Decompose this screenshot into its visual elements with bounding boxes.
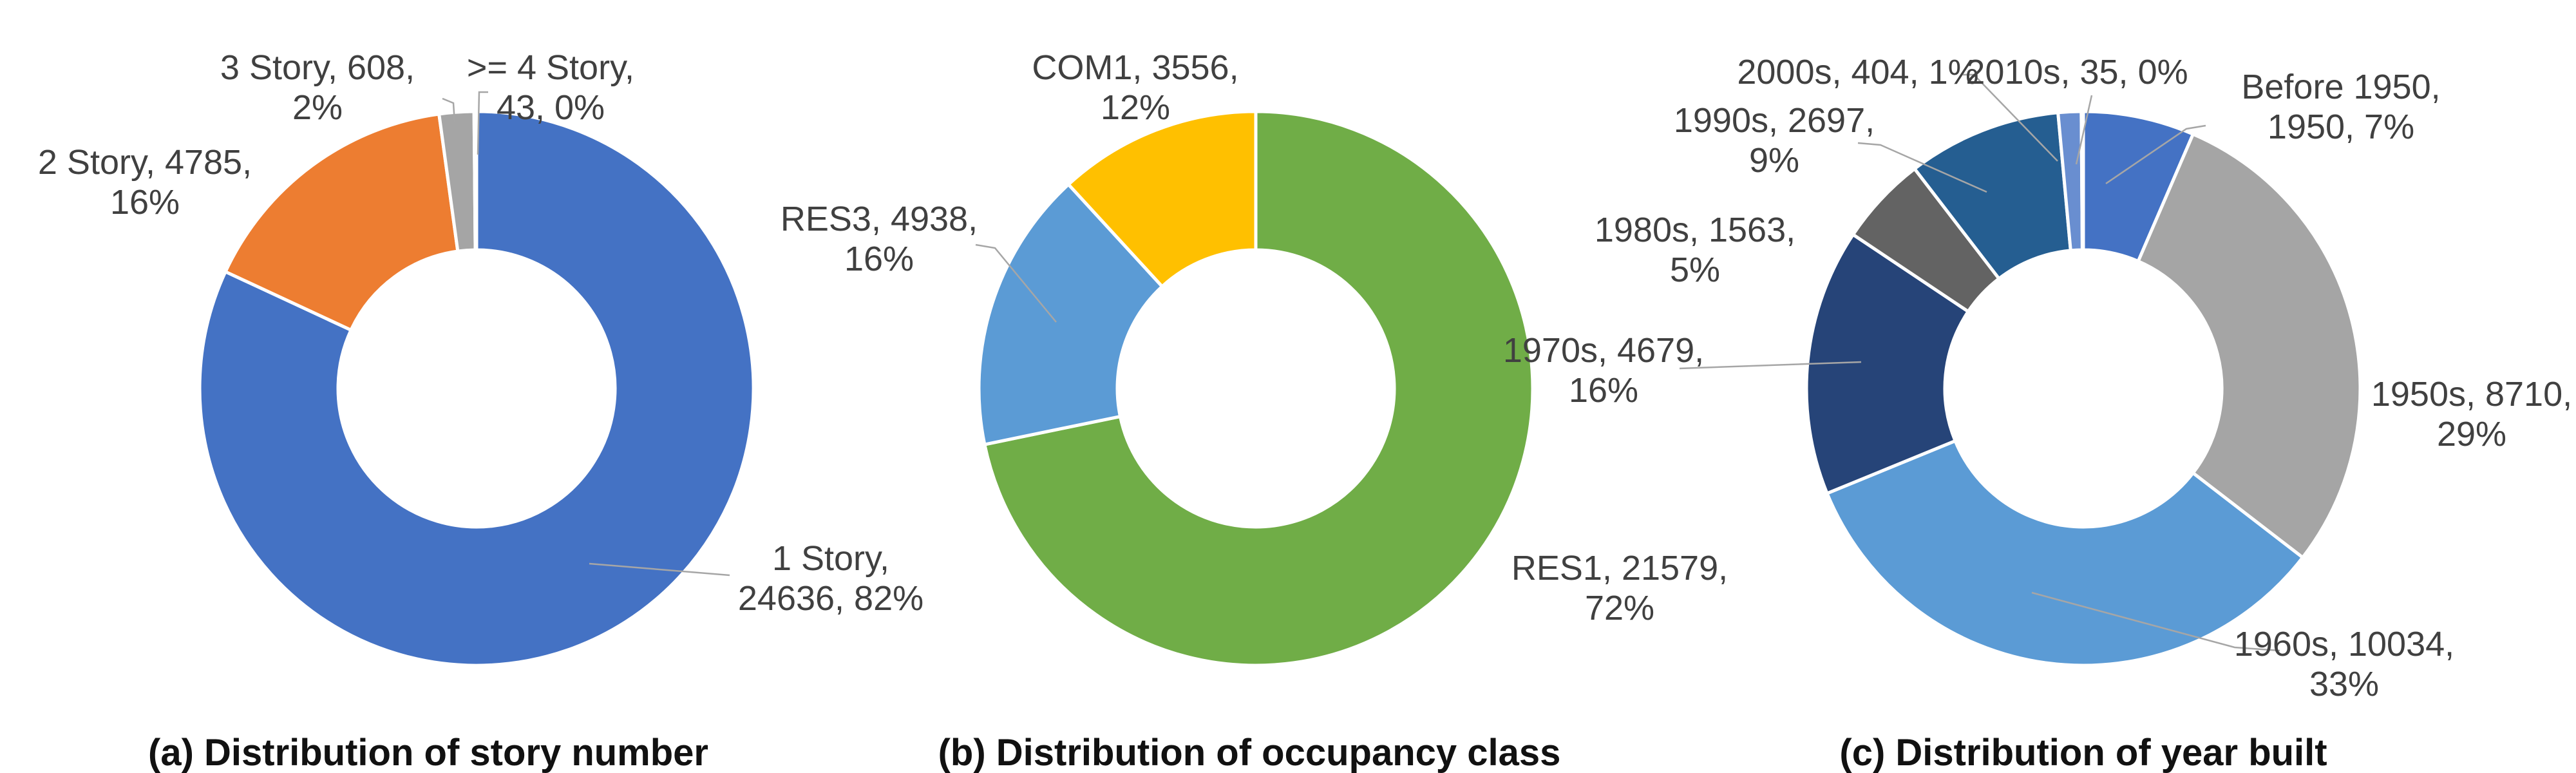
leader-line-1960s xyxy=(2031,591,2280,652)
leader-line-2000s xyxy=(1963,73,2058,162)
data-label-1970s: 1970s, 4679, 16% xyxy=(1503,331,1704,410)
leader-line-3-story xyxy=(442,97,456,123)
data-label-1950s: 1950s, 8710, 29% xyxy=(2371,375,2572,453)
data-label-com1: COM1, 3556, 12% xyxy=(1032,48,1238,127)
slice-1970s xyxy=(1804,233,1970,495)
data-label-2010s: 2010s, 35, 0% xyxy=(1965,53,2188,91)
leader-line-1-story xyxy=(589,562,730,577)
leader-line-2010s xyxy=(2075,95,2093,165)
data-label-res3: RES3, 4938, 16% xyxy=(781,200,978,278)
data-label-res1: RES1, 21579, 72% xyxy=(1511,549,1728,627)
leader-line-res3 xyxy=(975,243,1057,323)
data-label-before-1950: Before 1950, 1950, 7% xyxy=(2241,68,2440,146)
data-label-3-story: 3 Story, 608, 2% xyxy=(220,48,415,127)
data-label-gte-4-story: >= 4 Story, 43, 0% xyxy=(467,48,634,127)
data-label-1-story: 1 Story, 24636, 82% xyxy=(738,539,923,618)
data-label-2000s: 2000s, 404, 1% xyxy=(1737,53,1978,91)
slice-1950s xyxy=(2136,132,2362,559)
slice-1-story xyxy=(198,110,755,667)
data-label-1980s: 1980s, 1563, 5% xyxy=(1595,211,1795,289)
caption-story-number: (a) Distribution of story number xyxy=(148,732,708,773)
caption-year-built: (c) Distribution of year built xyxy=(1839,732,2327,773)
chart-year-built: Before 1950, 1950, 7% 1950s, 8710, 29% 1960s… xyxy=(1503,53,2572,703)
data-label-2-story: 2 Story, 4785, 16% xyxy=(38,143,252,222)
slice-com1 xyxy=(1066,110,1258,289)
slice-1960s xyxy=(1825,439,2305,667)
data-label-1960s: 1960s, 10034, 33% xyxy=(2234,625,2454,703)
leader-line-before-1950 xyxy=(2105,124,2206,185)
slice-res3 xyxy=(977,182,1164,446)
leader-line-1970s xyxy=(1679,361,1862,370)
slice-2010s xyxy=(2079,110,2085,252)
slice-res1 xyxy=(983,110,1535,667)
chart-occupancy-class: RES1, 21579, 72% RES3, 4938, 16% COM1, 3556,… xyxy=(781,48,1728,667)
leader-line-gte-4-story xyxy=(477,91,488,155)
slice-2-story xyxy=(223,112,460,332)
slice-gte-4-story xyxy=(472,110,478,252)
leader-line-1990s xyxy=(1857,142,1987,193)
data-label-1990s: 1990s, 2697, 9% xyxy=(1674,101,1875,180)
caption-occupancy-class: (b) Distribution of occupancy class xyxy=(938,732,1561,773)
slice-1990s xyxy=(1913,111,2072,281)
chart-story-number: 1 Story, 24636, 82% 2 Story, 4785, 16% 3 Sto… xyxy=(38,48,923,667)
